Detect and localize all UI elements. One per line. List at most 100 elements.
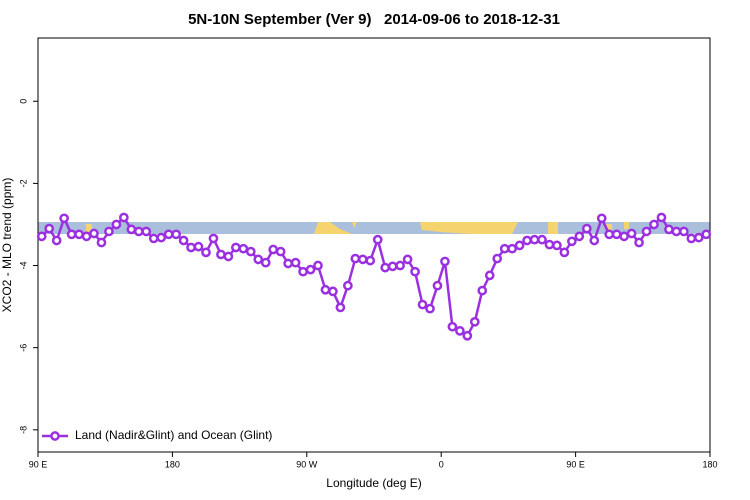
data-point	[440, 256, 450, 267]
data-point	[357, 254, 368, 265]
data-point	[469, 316, 480, 327]
data-point	[402, 254, 413, 265]
data-point	[193, 241, 204, 252]
data-point	[245, 246, 256, 257]
data-point	[298, 266, 308, 277]
data-point	[126, 224, 137, 235]
data-point	[693, 232, 704, 243]
data-point	[552, 240, 562, 251]
data-point	[156, 232, 167, 243]
data-point	[455, 325, 465, 336]
data-point	[634, 237, 644, 248]
data-point	[567, 236, 577, 247]
data-point	[484, 270, 495, 281]
map-strip	[38, 222, 710, 234]
data-point	[89, 228, 99, 239]
data-point	[201, 247, 211, 258]
land-patch	[548, 222, 558, 234]
data-point	[596, 213, 607, 224]
legend: Land (Nadir&Glint) and Ocean (Glint)	[42, 428, 272, 442]
data-point	[656, 212, 667, 223]
data-point	[664, 224, 674, 235]
data-point	[679, 226, 689, 237]
data-point	[253, 254, 264, 265]
data-point	[36, 231, 47, 242]
data-point	[507, 243, 517, 254]
data-point	[163, 229, 174, 240]
data-point	[119, 212, 129, 223]
data-point	[148, 233, 159, 244]
x-axis-label: Longitude (deg E)	[326, 476, 421, 490]
data-point	[604, 229, 615, 240]
data-point	[395, 260, 405, 271]
data-point	[268, 244, 279, 255]
data-point	[365, 255, 376, 266]
data-point	[231, 242, 241, 253]
y-tick-label: -8	[18, 426, 28, 434]
x-tick-label: 90 E	[566, 459, 585, 469]
data-point	[186, 242, 196, 253]
data-point	[380, 262, 391, 273]
y-axis-label: XCO2 - MLO trend (ppm)	[0, 178, 14, 313]
data-point	[686, 233, 697, 244]
data-point	[320, 284, 331, 295]
data-point	[260, 257, 271, 268]
data-point	[649, 219, 659, 230]
data-point	[81, 231, 92, 242]
data-point	[178, 235, 189, 246]
data-point	[238, 243, 249, 254]
data-point	[141, 226, 152, 237]
y-tick-label: -6	[18, 344, 28, 352]
data-point	[372, 234, 383, 245]
data-point	[492, 253, 503, 264]
data-point	[626, 228, 637, 239]
data-point	[574, 231, 585, 242]
land-patch	[624, 222, 629, 229]
legend-label: Land (Nadir&Glint) and Ocean (Glint)	[75, 428, 272, 442]
x-tick-label: 180	[165, 459, 180, 469]
data-point	[410, 266, 420, 277]
legend-marker	[50, 431, 60, 441]
data-point	[387, 261, 398, 272]
data-point	[290, 257, 301, 268]
data-point	[104, 226, 114, 237]
data-point	[208, 233, 219, 244]
x-tick-label: 90 E	[29, 459, 48, 469]
chart-title: 5N-10N September (Ver 9) 2014-09-06 to 2…	[188, 11, 560, 28]
data-point	[350, 253, 361, 264]
data-point	[343, 280, 353, 291]
y-tick-label: 0	[18, 99, 28, 104]
data-point	[447, 321, 458, 332]
data-point	[559, 247, 570, 258]
data-point	[44, 223, 55, 234]
data-point	[51, 235, 62, 246]
data-point	[589, 235, 600, 246]
data-point	[216, 249, 226, 260]
data-point	[59, 213, 69, 224]
data-point	[641, 226, 652, 237]
data-point	[111, 219, 122, 230]
data-point	[66, 229, 77, 240]
land-patch	[314, 222, 352, 234]
data-point	[477, 285, 488, 296]
plot-frame	[37, 37, 711, 453]
data-point	[432, 280, 443, 291]
data-point	[223, 251, 234, 262]
data-point	[96, 237, 107, 248]
data-point	[499, 243, 510, 254]
data-point	[417, 299, 428, 310]
data-point	[171, 229, 181, 240]
land-patch	[86, 224, 92, 232]
data-point	[313, 260, 323, 271]
data-point	[275, 246, 286, 257]
data-point	[335, 302, 346, 313]
data-point	[701, 229, 712, 240]
data-point	[462, 330, 473, 341]
y-tick-label: -2	[18, 179, 28, 187]
ocean-strip	[38, 222, 710, 234]
data-point	[619, 231, 629, 242]
data-point	[74, 229, 84, 240]
data-point	[133, 226, 144, 237]
data-point	[425, 303, 435, 314]
